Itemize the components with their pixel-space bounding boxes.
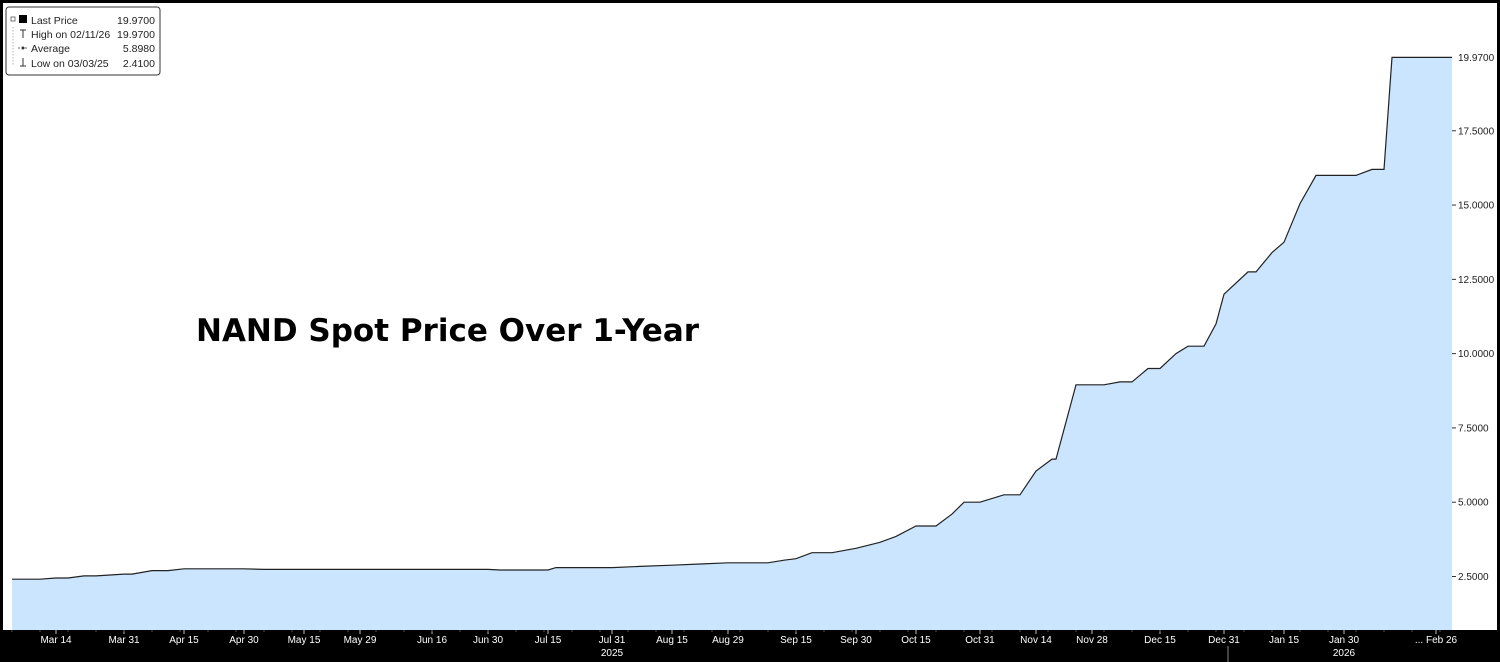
legend-value-last-price: 19.9700	[117, 15, 155, 27]
area-layer	[12, 56, 1452, 630]
x-tick-label: Jan 15	[1269, 635, 1299, 646]
y-tick-label: 7.5000	[1458, 423, 1489, 434]
y-tick-label: 5.0000	[1458, 498, 1489, 509]
x-tick-label: Oct 15	[901, 635, 931, 646]
y-tick-label: 2.5000	[1458, 572, 1489, 583]
legend: Last Price 19.9700 High on 02/11/26 19.9…	[5, 6, 161, 76]
x-tick-label: Nov 14	[1020, 635, 1052, 646]
y-tick-label: 17.5000	[1458, 126, 1495, 137]
y-tick-label: 12.5000	[1458, 275, 1495, 286]
chart-title: NAND Spot Price Over 1-Year	[196, 313, 700, 349]
y-axis: 2.5000 5.0000 7.5000 10.0000 12.5000 15.0000 1…	[1452, 53, 1495, 583]
x-tick-label: Sep 30	[840, 635, 872, 646]
x-tick-label: May 29	[344, 635, 377, 646]
legend-value-low: 2.4100	[123, 58, 155, 70]
legend-box	[5, 6, 161, 76]
legend-label-low: Low on 03/03/25	[31, 58, 109, 70]
x-tick-label: Jul 31	[599, 635, 626, 646]
x-tick-label: Aug 29	[712, 635, 744, 646]
year-label: 2026	[1333, 648, 1356, 659]
year-label: 2025	[601, 648, 624, 659]
y-tick-label: 15.0000	[1458, 201, 1495, 212]
x-tick-label: Mar 14	[40, 635, 72, 646]
x-tick-label: May 15	[288, 635, 321, 646]
x-tick-label: Jul 15	[535, 635, 562, 646]
x-tick-label: Apr 15	[169, 635, 199, 646]
legend-value-average: 5.8980	[123, 43, 155, 55]
x-tick-label: Apr 30	[229, 635, 259, 646]
x-tick-label: ... Feb 26	[1415, 635, 1458, 646]
x-tick-label: Nov 28	[1076, 635, 1108, 646]
legend-label-high: High on 02/11/26	[31, 29, 110, 41]
x-tick-label: Dec 15	[1144, 635, 1176, 646]
legend-value-high: 19.9700	[117, 29, 155, 41]
legend-label-last-price: Last Price	[31, 15, 78, 27]
collapse-icon[interactable]	[10, 16, 16, 22]
x-axis: Mar 14 Mar 31 Apr 15 Apr 30 May 15 May 29 Jun …	[11, 630, 1458, 662]
last-price-axis-label: 19.9700	[1458, 53, 1495, 64]
x-tick-label: Oct 31	[965, 635, 995, 646]
x-tick-label: Aug 15	[656, 635, 688, 646]
y-tick-label: 10.0000	[1458, 349, 1495, 360]
price-line	[12, 56, 1452, 580]
x-tick-label: Dec 31	[1208, 635, 1240, 646]
area-fill	[12, 57, 1452, 630]
x-tick-label: Sep 15	[780, 635, 812, 646]
legend-label-average: Average	[31, 43, 70, 55]
last-price-swatch-icon	[19, 15, 27, 23]
x-tick-label: Jun 16	[417, 635, 447, 646]
x-tick-label: Jan 30	[1329, 635, 1359, 646]
y-axis-panel	[1452, 3, 1497, 630]
average-dot-icon	[21, 46, 25, 50]
x-tick-label: Jun 30	[473, 635, 503, 646]
x-tick-label: Mar 31	[108, 635, 140, 646]
